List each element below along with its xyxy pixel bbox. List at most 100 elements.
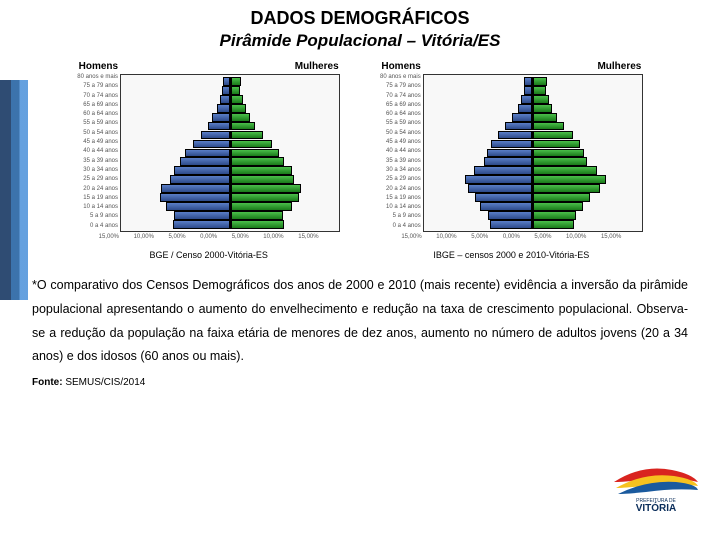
age-label: 75 a 79 anos <box>380 83 421 92</box>
header-female-right: Mulheres <box>597 61 641 72</box>
age-label: 5 a 9 anos <box>380 213 421 222</box>
xtick-label: 5,00% <box>534 234 551 240</box>
pyramid-row <box>123 211 337 220</box>
bar-female <box>533 175 605 184</box>
bar-male <box>512 113 532 122</box>
caption-left: BGE / Censo 2000-Vitória-ES <box>149 250 267 260</box>
caption-right: IBGE – censos 2000 e 2010-Vitória-ES <box>433 250 589 260</box>
logo-main-text: VITÓRIA <box>636 501 677 512</box>
bar-female <box>231 184 302 193</box>
bar-male <box>488 211 532 220</box>
bar-female <box>231 113 251 122</box>
age-label: 70 a 74 anos <box>380 93 421 102</box>
xtick-label: 10,00% <box>263 234 283 240</box>
xtick-label: 10,00% <box>436 234 456 240</box>
age-label: 20 a 24 anos <box>77 186 118 195</box>
bar-male <box>474 166 532 175</box>
chart-right-col: Homens Mulheres 80 anos e mais75 a 79 an… <box>380 61 643 260</box>
subtitle: Pirâmide Populacional – Vitória/ES <box>0 31 720 51</box>
pyramid-row <box>426 211 640 220</box>
bar-female <box>533 157 587 166</box>
pyramid-row <box>123 104 337 113</box>
age-label: 55 a 59 anos <box>380 120 421 129</box>
bar-male <box>217 104 230 113</box>
pyramid-row <box>123 95 337 104</box>
age-label: 60 a 64 anos <box>380 111 421 120</box>
pyramid-row <box>123 157 337 166</box>
bar-female <box>231 149 279 158</box>
bar-male <box>487 149 532 158</box>
xtick-label: 5,00% <box>471 234 488 240</box>
header-female-left: Mulheres <box>295 61 339 72</box>
pyramid-row <box>123 193 337 202</box>
header-male-right: Homens <box>381 61 420 72</box>
age-label: 40 a 44 anos <box>380 148 421 157</box>
bar-male <box>490 220 533 229</box>
bar-male <box>484 157 532 166</box>
age-label: 50 a 54 anos <box>77 130 118 139</box>
bar-male <box>193 140 230 149</box>
age-label: 65 a 69 anos <box>380 102 421 111</box>
pyramid-row <box>426 193 640 202</box>
pyramid-row <box>123 113 337 122</box>
bar-male <box>208 122 229 131</box>
bar-female <box>231 211 284 220</box>
bar-female <box>231 202 292 211</box>
age-label: 15 a 19 anos <box>77 195 118 204</box>
bar-female <box>231 131 264 140</box>
age-labels-right: 80 anos e mais75 a 79 anos70 a 74 anos65… <box>380 74 423 232</box>
age-label: 25 a 29 anos <box>380 176 421 185</box>
pyramid-row <box>426 175 640 184</box>
pyramid-row <box>123 184 337 193</box>
age-label: 0 a 4 anos <box>380 223 421 232</box>
bar-male <box>174 166 229 175</box>
bar-female <box>231 193 299 202</box>
age-label: 30 a 34 anos <box>380 167 421 176</box>
xtick-label: 5,00% <box>232 234 249 240</box>
bar-male <box>160 193 230 202</box>
bar-female <box>533 166 597 175</box>
age-label: 65 a 69 anos <box>77 102 118 111</box>
xtick-label: 15,00% <box>298 234 318 240</box>
pyramid-row <box>426 157 640 166</box>
vitoria-logo: PREFEITURA DE VITÓRIA <box>612 462 700 512</box>
pyramid-left-rows <box>123 77 337 229</box>
age-label: 45 a 49 anos <box>380 139 421 148</box>
age-label: 55 a 59 anos <box>77 120 118 129</box>
bar-male <box>480 202 533 211</box>
bar-female <box>231 175 295 184</box>
bar-male <box>166 202 230 211</box>
bar-male <box>498 131 532 140</box>
xtick-label: 15,00% <box>99 234 119 240</box>
age-label: 15 a 19 anos <box>380 195 421 204</box>
age-label: 30 a 34 anos <box>77 167 118 176</box>
bar-male <box>212 113 229 122</box>
bar-male <box>521 95 532 104</box>
bar-female <box>231 122 255 131</box>
pyramid-row <box>123 175 337 184</box>
fonte-label: Fonte: <box>32 377 65 388</box>
chart-left-headers: Homens Mulheres <box>79 61 339 72</box>
bar-female <box>533 77 547 86</box>
xtick-label: 15,00% <box>601 234 621 240</box>
pyramid-row <box>426 220 640 229</box>
bar-male <box>174 211 229 220</box>
bar-male <box>161 184 229 193</box>
bar-male <box>518 104 532 113</box>
bar-female <box>231 157 285 166</box>
pyramid-row <box>426 140 640 149</box>
bar-female <box>533 184 600 193</box>
pyramid-row <box>426 113 640 122</box>
age-label: 0 a 4 anos <box>77 223 118 232</box>
bar-female <box>231 220 285 229</box>
bar-female <box>533 193 590 202</box>
pyramid-row <box>426 77 640 86</box>
age-label: 20 a 24 anos <box>380 186 421 195</box>
pyramid-left-wrap: 80 anos e mais75 a 79 anos70 a 74 anos65… <box>77 74 340 232</box>
age-label: 45 a 49 anos <box>77 139 118 148</box>
bar-male <box>180 157 230 166</box>
pyramid-row <box>123 77 337 86</box>
fonte-line: Fonte: SEMUS/CIS/2014 <box>0 369 720 396</box>
bar-female <box>533 140 580 149</box>
age-label: 80 anos e mais <box>77 74 118 83</box>
